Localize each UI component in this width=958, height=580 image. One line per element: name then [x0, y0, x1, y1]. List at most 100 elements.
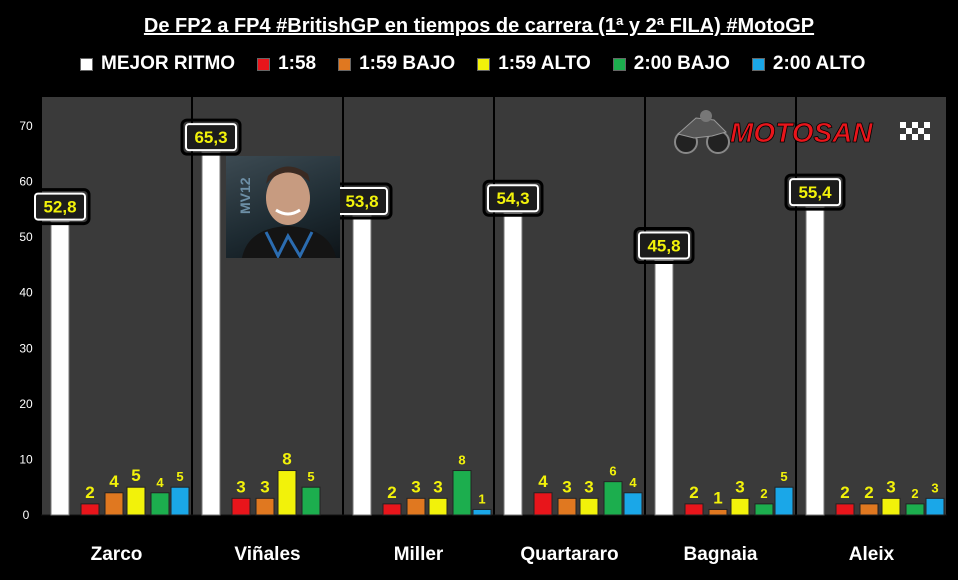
legend-label-best-pace: MEJOR RITMO [101, 53, 236, 74]
bar-value-label: 4 [629, 475, 637, 490]
bar-1-58 [231, 497, 251, 516]
bar-2-00-bajo [905, 503, 925, 516]
y-tick-label: 60 [19, 175, 33, 189]
bar-value-label: 5 [131, 466, 140, 485]
bar-mejor-ritmo [352, 215, 372, 516]
bar-value-label: 2 [85, 483, 94, 502]
best-value-label: 65,3 [194, 128, 227, 147]
bar-2-00-bajo [150, 492, 170, 516]
bar-value-label: 2 [864, 483, 873, 502]
x-category-label: Viñales [234, 544, 300, 565]
legend-swatch-159-low [338, 57, 352, 71]
bar-1-59-alto [881, 497, 901, 516]
best-value-box-outline [784, 173, 846, 211]
bar-value-label: 5 [307, 469, 314, 484]
bar-1-59-bajo [859, 503, 879, 516]
x-category-label: Bagnaia [684, 544, 758, 565]
bar-value-label: 3 [931, 480, 938, 495]
legend-item-158: 1:58 [257, 53, 316, 75]
best-value-box [34, 192, 86, 221]
bar-value-label: 3 [236, 477, 245, 496]
best-value-label: 52,8 [43, 198, 76, 217]
rider-portrait-icon: MV12 [237, 166, 336, 258]
bar-value-label: 3 [260, 477, 269, 496]
bar-1-59-bajo [255, 497, 275, 516]
y-tick-label: 10 [19, 452, 33, 466]
x-category-label: Miller [394, 544, 444, 565]
best-value-label: 53,8 [345, 192, 378, 211]
bar-2-00-bajo [603, 481, 623, 516]
bar-2-00-bajo [452, 470, 472, 516]
chart-title: De FP2 a FP4 #BritishGP en tiempos de ca… [143, 15, 815, 37]
bar-mejor-ritmo [201, 151, 221, 516]
bar-value-label: 3 [584, 477, 593, 496]
legend-label-200-high: 2:00 ALTO [772, 53, 866, 74]
bar-2-00-alto [774, 486, 794, 516]
bar-2-00-alto [925, 497, 945, 516]
bar-2-00-alto [170, 486, 190, 516]
legend-item-159-low: 1:59 BAJO [338, 53, 455, 75]
motosan-logo: MOTOSAN [674, 110, 930, 154]
bar-value-label: 3 [411, 477, 420, 496]
x-category-label: Zarco [91, 544, 143, 565]
bar-2-00-alto [472, 508, 492, 516]
best-value-box [789, 178, 841, 207]
x-category-label: Quartararo [520, 544, 618, 565]
bar-value-label: 8 [458, 453, 465, 468]
bar-1-59-alto [730, 497, 750, 516]
legend-swatch-best-pace [80, 57, 93, 71]
y-tick-label: 50 [19, 230, 33, 244]
bar-value-label: 4 [538, 472, 548, 491]
legend-label-158: 1:58 [278, 53, 317, 74]
legend-label-159-low: 1:59 BAJO [359, 53, 456, 74]
bar-1-58 [533, 492, 553, 516]
bar-value-label: 2 [840, 483, 849, 502]
bar-value-label: 2 [387, 483, 396, 502]
bar-2-00-bajo [754, 503, 774, 516]
best-value-label: 45,8 [647, 236, 680, 255]
bar-2-00-alto [623, 492, 643, 516]
legend-item-200-high: 2:00 ALTO [751, 53, 866, 75]
legend-item-200-low: 2:00 BAJO [612, 53, 730, 75]
checkered-flag-icon [900, 122, 930, 140]
best-value-label: 55,4 [798, 183, 832, 202]
bar-mejor-ritmo [503, 212, 523, 516]
bar-value-label: 3 [735, 477, 744, 496]
legend-swatch-158 [257, 57, 271, 71]
y-tick-label: 0 [23, 508, 30, 522]
y-tick-label: 20 [19, 397, 33, 411]
legend-swatch-200-low [612, 57, 626, 71]
bar-value-label: 8 [282, 450, 291, 469]
legend-swatch-200-high [751, 57, 765, 71]
bar-2-00-bajo [301, 486, 321, 516]
bar-value-label: 3 [562, 477, 571, 496]
bar-value-label: 2 [911, 486, 918, 501]
best-value-box [185, 123, 237, 152]
y-tick-label: 70 [19, 119, 33, 133]
bar-1-58 [835, 503, 855, 516]
rider-photo: MV12 [226, 156, 340, 258]
best-value-box-outline [633, 226, 695, 264]
best-value-box [487, 184, 539, 213]
bar-value-label: 5 [780, 469, 787, 484]
bar-value-label: 2 [760, 486, 767, 501]
bar-1-58 [382, 503, 402, 516]
bar-mejor-ritmo [654, 259, 674, 516]
legend-label-159-high: 1:59 ALTO [498, 53, 591, 74]
bar-1-59-bajo [104, 492, 124, 516]
legend-item-best-pace: MEJOR RITMO [80, 53, 235, 75]
bar-value-label: 4 [156, 475, 164, 490]
bar-value-label: 1 [478, 491, 485, 506]
bar-1-59-alto [277, 470, 297, 516]
bar-value-label: 2 [689, 483, 698, 502]
motosan-wordmark: MOTOSAN [730, 117, 873, 148]
x-category-label: Aleix [849, 544, 895, 565]
bar-1-59-bajo [708, 508, 728, 516]
bar-mejor-ritmo [805, 206, 825, 516]
bar-mejor-ritmo [50, 221, 70, 516]
bar-1-59-bajo [557, 497, 577, 516]
chart-legend: MEJOR RITMO 1:58 1:59 BAJO 1:59 ALTO 2:0… [80, 53, 865, 75]
bar-value-label: 1 [713, 488, 722, 507]
y-tick-label: 40 [19, 286, 33, 300]
